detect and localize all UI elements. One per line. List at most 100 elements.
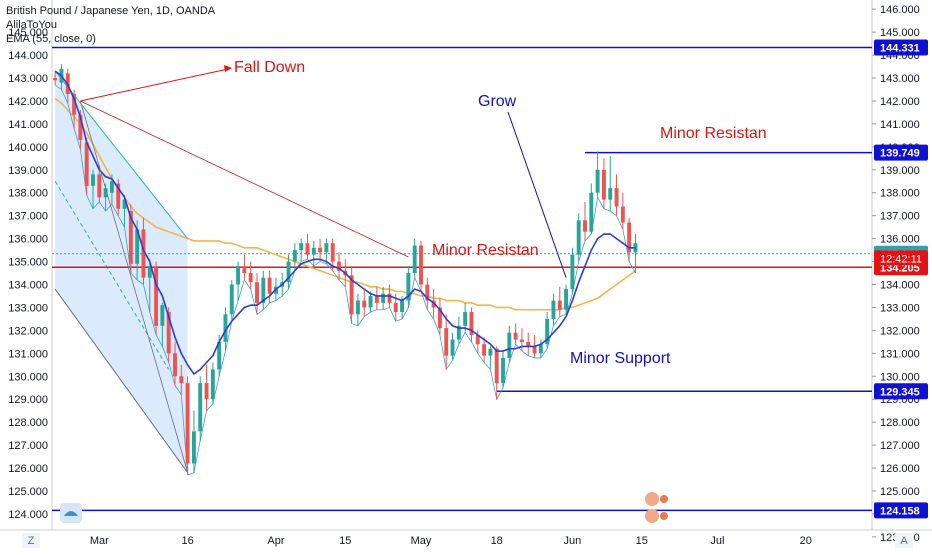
candle-body [595,169,600,193]
bottom-right-letter: A [900,535,908,547]
candle-body [318,247,323,253]
x-tick-label: Mar [90,535,109,547]
left-tick-label: 124.000 [8,509,48,521]
candle-body [255,282,259,303]
candle-body [501,357,505,384]
candle-body [210,369,215,400]
candle-body [570,254,575,290]
left-tick-label: 142.000 [8,96,48,108]
price-label-text: 129.345 [880,386,920,398]
candle-body [299,243,304,251]
right-tick-label: 126.000 [880,463,920,475]
left-axis-bg [0,0,52,550]
logo-icon [60,503,82,523]
candle-body [576,220,581,255]
left-tick-label: 139.000 [8,165,48,177]
candle-body [53,78,58,81]
candle-body [330,243,335,262]
price-label-bg [874,383,928,400]
left-axis: 145.000 144.000 143.000 142.000 141.000 140.0… [8,27,48,521]
candle-body [463,312,468,326]
x-axis: Mar 16 Apr 15 May 18 Jun 15 Jul 20 [90,535,812,547]
candle-body [337,261,341,271]
down-channel-top [54,70,189,239]
candle-body [482,344,487,356]
bottom-left-bg [22,533,40,548]
candle-body [532,346,537,354]
down-channel-mid [54,180,170,370]
candle-body [311,247,316,255]
candle-body [109,181,114,193]
candle-body [166,312,171,354]
right-tick-label: 128.000 [880,417,920,429]
candle-body [292,250,297,262]
x-tick-label: 18 [491,535,503,547]
left-tick-label: 141.000 [8,119,48,131]
price-label-4: 129.345 [874,383,928,400]
left-tick-label: 134.000 [8,280,48,292]
candle-body [349,275,354,315]
left-tick-label: 127.000 [8,440,48,452]
price-label-bg [874,39,928,56]
candle-body [223,314,228,342]
right-tick-label: 132.000 [880,325,920,337]
bottom-right-button[interactable]: A [895,533,913,548]
candle-body [97,174,102,198]
candle-body [128,211,133,264]
right-tick-label: 134.000 [880,280,920,292]
drawings [52,46,872,512]
right-tick-label: 125.000 [880,486,920,498]
countdown-label: 12:42:11 [874,250,928,266]
candle-body [179,376,184,384]
price-label-0: 144.331 [874,39,928,56]
left-tick-label: 131.000 [8,348,48,360]
candle-body [141,229,146,278]
candle-body [122,199,127,209]
candle-body [72,94,77,115]
x-tick-label: Jul [710,535,724,547]
logo-shape [64,511,78,516]
ema-fast-line [54,70,636,376]
candle-body [627,222,632,253]
bottom-right-bg [895,533,913,548]
x-tick-label: 20 [800,535,812,547]
candle-body [387,293,392,303]
price-label-bg [874,502,928,519]
candle-body [564,289,569,310]
candle-body [116,183,121,209]
candle-body [557,300,562,310]
candle-body [236,266,241,285]
left-tick-label: 125.000 [8,486,48,498]
candle-body [362,300,367,308]
right-tick-label: 146.000 [880,4,920,16]
left-tick-label: 137.000 [8,211,48,223]
bottom-left-button[interactable]: Z [22,533,40,548]
candle-body [267,277,272,294]
candle-body [526,341,531,347]
candle-body [242,266,247,274]
price-label-5: 124.158 [874,502,928,519]
candle-body [406,273,411,301]
chart-author: AlilaToYou [6,19,57,31]
price-label-text: 124.158 [880,505,920,517]
x-tick-label: Jun [564,535,582,547]
left-tick-label: 135.000 [8,257,48,269]
right-tick-label: 143.000 [880,73,920,85]
candle-body [551,300,556,319]
candle-body [355,300,360,315]
candle-body [135,229,140,264]
candle-body [286,261,291,283]
x-tick-label: Apr [267,535,284,547]
candle-body [368,295,373,308]
x-tick-label: 16 [181,535,193,547]
right-tick-label: 131.000 [880,348,920,360]
candle-body [601,169,606,200]
left-tick-label: 145.000 [8,27,48,39]
candle-body [154,266,159,326]
minor-resistance-top-label: Minor Resistan [660,125,767,142]
candle-body [538,344,543,354]
candle-body [412,245,417,274]
event-dot [645,492,659,506]
